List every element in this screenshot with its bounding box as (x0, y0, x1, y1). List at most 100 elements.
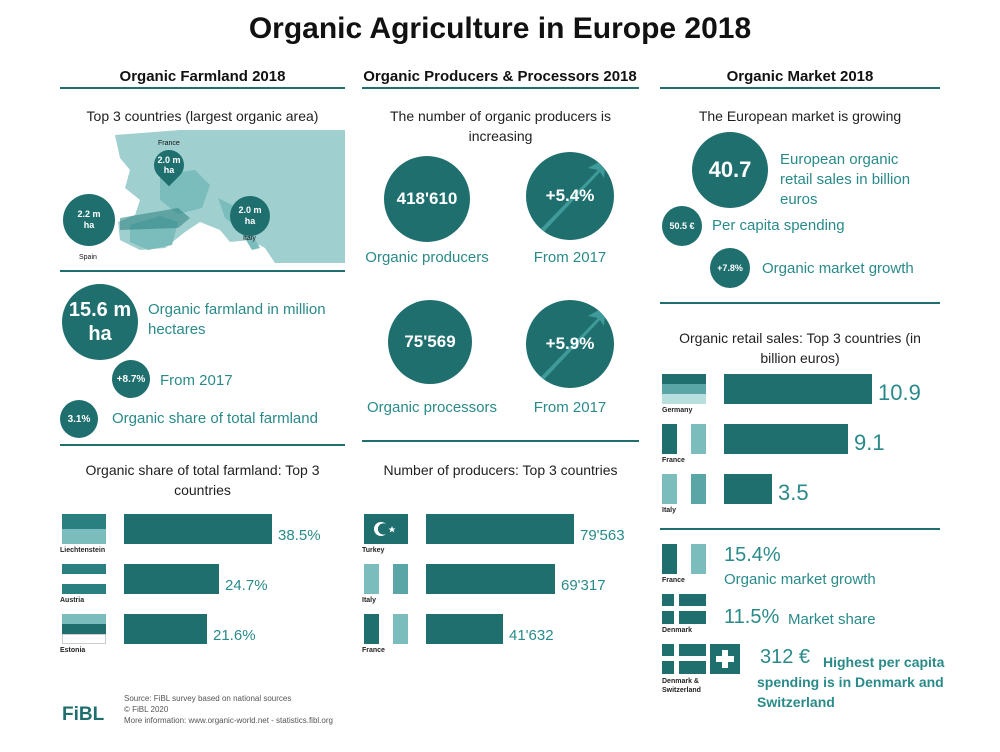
bar-value-label: 10.9 (878, 380, 921, 405)
sales-circle: 40.7 (692, 132, 768, 208)
flag-denmark (662, 594, 706, 624)
processors-growth-value: +5.9% (545, 334, 595, 353)
bar-value-label: 21.6% (213, 627, 256, 644)
flag-liechtenstein (62, 514, 106, 544)
spain-marker: 2.2 m ha (63, 194, 115, 246)
divider (362, 87, 639, 89)
highlight-capita-value: 312 € (760, 646, 811, 668)
per-capita-circle: 50.5 € (662, 206, 702, 246)
chart-title-sales: Organic retail sales: Top 3 countries (i… (679, 330, 921, 366)
divider (362, 440, 639, 442)
flag-france (364, 614, 408, 644)
flag-france (662, 544, 706, 574)
italy-value: 2.0 m ha (238, 205, 262, 226)
flag-italy (364, 564, 408, 594)
market-subtitle: The European market is growing (698, 108, 902, 124)
market-growth-circle: +7.8% (710, 248, 750, 288)
divider (660, 87, 940, 89)
category-label: Turkey (362, 547, 385, 554)
bar-value-label: 69'317 (561, 577, 606, 594)
producers-label: Organic producers (365, 249, 489, 266)
market-header: Organic Market 2018 (726, 68, 874, 85)
processors-growth-circle: +5.9% (526, 300, 614, 388)
fibl-logo: FiBL (62, 704, 105, 725)
processors-value: 75'569 (404, 332, 456, 351)
highlight-growth-value: 15.4% (724, 544, 781, 566)
flag-denmark (662, 644, 706, 674)
divider (60, 444, 345, 446)
footer-copyright: © FiBL 2020 (124, 705, 169, 714)
flag-estonia (62, 614, 106, 644)
europe-map-graphic (60, 130, 345, 263)
growth-arrow-icon (534, 306, 606, 386)
sales-value: 40.7 (708, 157, 752, 182)
bar-estonia (124, 614, 207, 644)
producers-header: Organic Producers & Processors 2018 (363, 68, 637, 85)
footer-source: Source: FiBL survey based on national so… (124, 694, 292, 703)
processors-label: Organic processors (366, 399, 498, 416)
category-label: Italy (362, 597, 377, 604)
per-capita-label: Per capita spending (712, 217, 845, 234)
italy-marker: 2.0 m ha (230, 196, 270, 236)
producers-circle: 418'610 (384, 156, 470, 242)
sales-label: European organic retail sales in billion… (780, 151, 911, 208)
chart-title-producers: Number of producers: Top 3 countries (383, 462, 618, 478)
flag-austria (62, 564, 106, 594)
bar-france (724, 424, 848, 454)
category-label: France (662, 457, 685, 464)
spain-pointer (120, 208, 190, 230)
spain-value: 2.2 m ha (77, 209, 101, 230)
farmland-top3-title: Top 3 countries (largest organic area) (86, 108, 319, 124)
farmland-header: Organic Farmland 2018 (119, 68, 286, 85)
producers-growth-circle: +5.4% (526, 152, 614, 240)
growth-arrow-icon (534, 158, 606, 238)
bar-france (426, 614, 503, 644)
divider (60, 87, 345, 89)
map-label-spain: Spain (79, 254, 97, 261)
farmland-area-label: Organic farmland in million hectares (148, 301, 326, 338)
highlight-share-value: 11.5% (724, 606, 780, 628)
crescent-star-icon (374, 522, 396, 536)
bar-value-label: 24.7% (225, 577, 268, 594)
bar-value-label: 38.5% (278, 527, 321, 544)
bar-value-label: 9.1 (854, 430, 885, 455)
farmland-area-circle: 15.6 m ha (62, 284, 138, 360)
producers-subtitle: The number of organic producers is incre… (390, 108, 611, 144)
bar-liechtenstein (124, 514, 272, 544)
flag-france (662, 424, 706, 454)
highlight-growth-label: Organic market growth (724, 571, 876, 588)
divider (660, 302, 940, 304)
map-label-italy: Italy (243, 235, 256, 242)
category-label: Germany (662, 407, 693, 414)
map-label-france: France (158, 140, 180, 147)
bar-value-label: 3.5 (778, 480, 809, 505)
country-label: Denmark & Switzerland (662, 678, 701, 694)
page-title: Organic Agriculture in Europe 2018 (248, 12, 752, 45)
bar-turkey (426, 514, 574, 544)
flag-germany (662, 374, 706, 404)
flag-italy (662, 474, 706, 504)
france-value: 2.0 m ha (157, 155, 181, 175)
bar-germany (724, 374, 872, 404)
market-growth-label: Organic market growth (762, 260, 914, 277)
country-label: Denmark (662, 627, 692, 634)
flag-switzerland (710, 644, 740, 674)
producers-value: 418'610 (396, 189, 458, 208)
processors-circle: 75'569 (388, 300, 472, 384)
chart-title-share: Organic share of total farmland: Top 3 c… (85, 462, 320, 498)
farmland-share-circle: 3.1% (60, 400, 98, 438)
market-growth-value: +7.8% (717, 263, 743, 273)
bar-value-label: 79'563 (580, 527, 625, 544)
per-capita-value: 50.5 € (669, 221, 695, 231)
farmland-share-value: 3.1% (67, 413, 91, 425)
bar-value-label: 41'632 (509, 627, 554, 644)
category-label: Italy (662, 507, 677, 514)
category-label: Estonia (60, 647, 86, 654)
divider (660, 528, 940, 530)
producers-growth-label: From 2017 (533, 249, 607, 266)
category-label: France (362, 647, 385, 654)
bar-austria (124, 564, 219, 594)
europe-map: France Spain Italy (60, 130, 345, 263)
farmland-growth-label: From 2017 (160, 372, 233, 389)
farmland-share-label: Organic share of total farmland (112, 410, 318, 427)
